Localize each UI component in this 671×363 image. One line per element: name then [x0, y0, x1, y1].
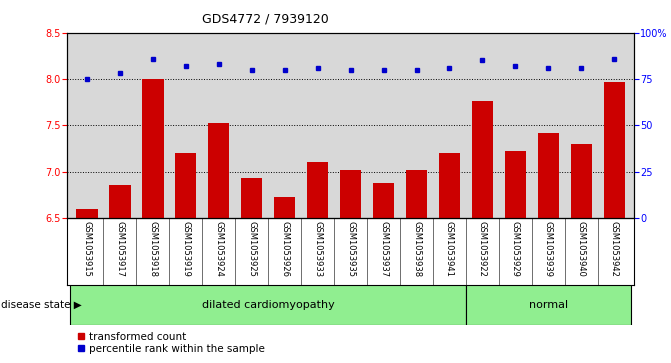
- Legend: transformed count, percentile rank within the sample: transformed count, percentile rank withi…: [72, 327, 269, 358]
- Text: GSM1053940: GSM1053940: [577, 221, 586, 277]
- Bar: [439, 153, 460, 218]
- Bar: [175, 153, 197, 218]
- Bar: [274, 197, 295, 218]
- Bar: [208, 123, 229, 218]
- Bar: [76, 208, 97, 218]
- Bar: [307, 162, 328, 218]
- Text: GSM1053922: GSM1053922: [478, 221, 487, 277]
- Bar: [241, 178, 262, 218]
- Bar: [466, 285, 631, 325]
- Text: GSM1053942: GSM1053942: [610, 221, 619, 277]
- Bar: [604, 82, 625, 218]
- Text: GSM1053933: GSM1053933: [313, 221, 322, 277]
- Text: GSM1053941: GSM1053941: [445, 221, 454, 277]
- Text: GSM1053918: GSM1053918: [148, 221, 157, 277]
- Text: GSM1053929: GSM1053929: [511, 221, 520, 277]
- Text: GSM1053919: GSM1053919: [181, 221, 191, 277]
- Bar: [340, 170, 361, 218]
- Bar: [70, 285, 466, 325]
- Text: GDS4772 / 7939120: GDS4772 / 7939120: [202, 12, 329, 25]
- Text: normal: normal: [529, 300, 568, 310]
- Text: disease state ▶: disease state ▶: [1, 300, 81, 310]
- Text: GSM1053935: GSM1053935: [346, 221, 355, 277]
- Bar: [406, 170, 427, 218]
- Bar: [570, 144, 592, 218]
- Text: GSM1053924: GSM1053924: [214, 221, 223, 277]
- Bar: [109, 185, 131, 218]
- Bar: [373, 183, 395, 218]
- Text: GSM1053939: GSM1053939: [544, 221, 553, 277]
- Text: GSM1053925: GSM1053925: [247, 221, 256, 277]
- Bar: [505, 151, 526, 218]
- Text: GSM1053938: GSM1053938: [412, 221, 421, 277]
- Text: GSM1053937: GSM1053937: [379, 221, 388, 277]
- Text: GSM1053926: GSM1053926: [280, 221, 289, 277]
- Bar: [537, 132, 559, 218]
- Text: GSM1053915: GSM1053915: [83, 221, 91, 277]
- Bar: [142, 79, 164, 218]
- Text: GSM1053917: GSM1053917: [115, 221, 124, 277]
- Text: dilated cardiomyopathy: dilated cardiomyopathy: [202, 300, 335, 310]
- Bar: [472, 101, 493, 218]
